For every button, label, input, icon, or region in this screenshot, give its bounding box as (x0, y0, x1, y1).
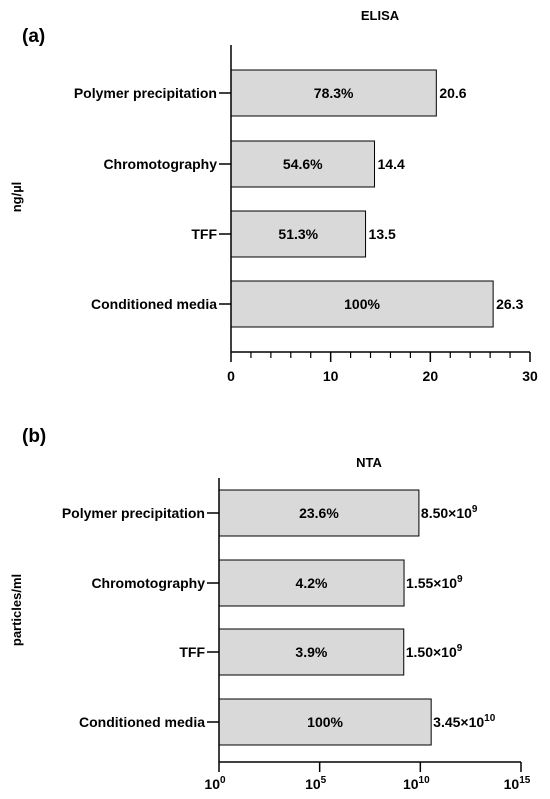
panel-b-value-label-exponent: 10 (484, 713, 496, 724)
panel-b-category-label: Polymer precipitation (62, 505, 205, 521)
panel-b-value-label-base: 1.50×10 (406, 644, 457, 660)
panel-b-title: NTA (356, 455, 382, 470)
panel-b-bar (218, 489, 420, 537)
panel-a-percent-label: 78.3% (314, 85, 354, 101)
panel-a-category-label: TFF (191, 226, 217, 242)
panel-b-percent-label: 23.6% (299, 505, 339, 521)
panel-b-bar (218, 628, 405, 676)
panel-b-category-label: Chromotography (91, 575, 205, 591)
panel-b-x-tick-label-exponent: 0 (220, 775, 226, 786)
panel-a-value-label: 26.3 (496, 296, 523, 312)
panel-a-percent-label: 54.6% (283, 156, 323, 172)
panel-a: (a) ELISA ng/µl 78.3% 20.6 54.6% 14.4 51.3% 1… (9, 8, 538, 384)
panel-a-bar (230, 69, 437, 117)
panel-a-x-tick-label: 0 (227, 368, 235, 384)
panel-b-value-label-exponent: 9 (457, 574, 463, 585)
panel-b-x-tick-label-exponent: 5 (321, 775, 327, 786)
panel-b-value-label-base: 8.50×10 (421, 505, 472, 521)
panel-a-bar (230, 280, 494, 328)
panel-a-category-labels: Polymer precipitation Chromotography TFF Co… (74, 85, 231, 312)
panel-b-bar (218, 698, 432, 746)
panel-b-x-tick-label-base: 10 (403, 776, 419, 792)
panel-a-bar (230, 140, 376, 188)
panel-b-category-label: TFF (179, 644, 205, 660)
panel-a-label: (a) (22, 26, 45, 47)
panel-b-value-label-exponent: 9 (457, 643, 463, 654)
panel-a-x-tick-label: 20 (423, 368, 439, 384)
panel-a-percent-label: 51.3% (278, 226, 318, 242)
panel-a-x-axis: 0 10 20 30 (227, 45, 538, 384)
panel-b-x-tick-label-base: 10 (204, 776, 220, 792)
panel-b-percent-label: 100% (307, 714, 343, 730)
panel-a-x-tick-label: 10 (323, 368, 339, 384)
panel-b-value-label: 8.50×109 (421, 504, 478, 521)
panel-b-value-label-base: 3.45×10 (433, 714, 484, 730)
panel-a-value-label: 20.6 (439, 85, 466, 101)
panel-b-category-labels: Polymer precipitation Chromotography TFF Co… (62, 505, 219, 730)
panel-b-value-label: 3.45×1010 (433, 713, 496, 730)
panel-b-value-label-exponent: 9 (472, 504, 478, 515)
panel-b-x-tick-label-base: 10 (305, 776, 321, 792)
panel-b-x-tick-label-exponent: 10 (419, 775, 431, 786)
panel-a-category-label: Conditioned media (91, 296, 217, 312)
panel-b-category-label: Conditioned media (79, 714, 205, 730)
panel-a-percent-label: 100% (344, 296, 380, 312)
panel-b-value-label: 1.55×109 (406, 574, 463, 591)
panel-b-y-axis-title: particles/ml (9, 574, 24, 646)
panel-b-bar (218, 559, 405, 607)
panel-b-x-tick-label: 100 (204, 775, 226, 792)
panel-a-title: ELISA (361, 8, 400, 23)
panel-b-percent-label: 4.2% (296, 575, 328, 591)
panel-b-x-tick-label: 1010 (403, 775, 430, 792)
panel-a-value-label: 13.5 (369, 226, 396, 242)
panel-a-bars: 78.3% 20.6 54.6% 14.4 51.3% 13.5 100% 26.3 (230, 69, 524, 328)
panel-a-y-axis-title: ng/µl (9, 182, 24, 213)
panel-a-x-tick-label: 30 (522, 368, 538, 384)
panel-a-value-label: 14.4 (378, 156, 405, 172)
panel-b-x-tick-label-exponent: 15 (519, 775, 531, 786)
panel-b-x-axis: 100 105 1010 1015 (204, 478, 531, 792)
panel-b-x-tick-label: 1015 (504, 775, 531, 792)
panel-b-percent-label: 3.9% (295, 644, 327, 660)
panel-b-value-label-base: 1.55×10 (406, 575, 457, 591)
panel-a-category-label: Polymer precipitation (74, 85, 217, 101)
panel-b-label: (b) (22, 426, 46, 447)
panel-a-category-label: Chromotography (103, 156, 217, 172)
panel-a-bar (230, 210, 367, 258)
panel-b-x-tick-label: 105 (305, 775, 327, 792)
panel-b-value-label: 1.50×109 (406, 643, 463, 660)
panel-b-x-tick-label-base: 10 (504, 776, 520, 792)
